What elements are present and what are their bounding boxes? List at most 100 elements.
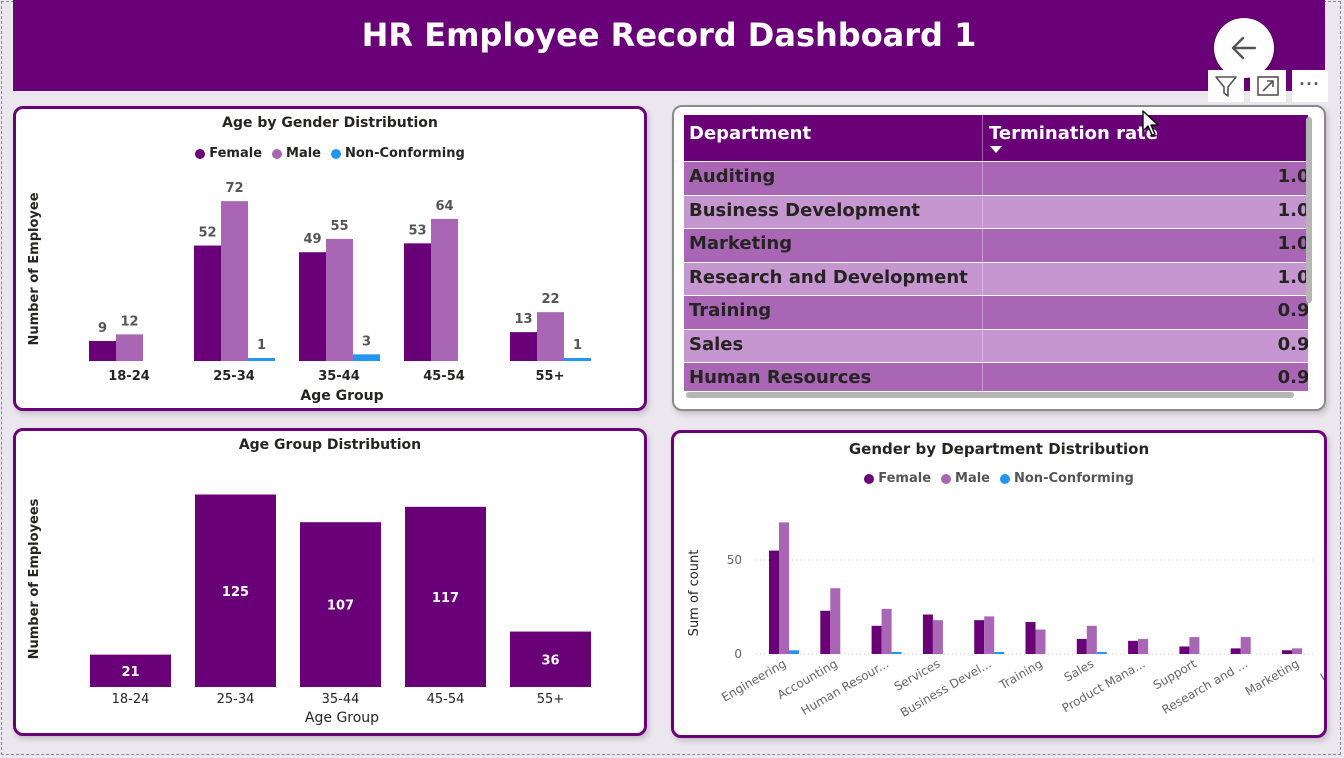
bar-male: [1240, 637, 1251, 654]
filter-button[interactable]: [1208, 70, 1244, 102]
bar-male: [116, 334, 143, 361]
table-row[interactable]: Human Resources 0.95: [684, 362, 1308, 391]
table-row[interactable]: Training 0.97: [684, 295, 1308, 329]
cell-department: Research and Development: [689, 266, 968, 288]
bar-female: [1230, 648, 1241, 654]
bar-female: [871, 625, 882, 654]
bar-female: [194, 245, 221, 361]
data-label: 49: [303, 232, 321, 247]
column-divider: [982, 162, 983, 195]
x-tick-label: 35-44: [318, 369, 360, 384]
bar-male: [431, 218, 458, 361]
column-divider: [982, 229, 983, 262]
column-divider: [982, 195, 983, 228]
data-label: 22: [541, 292, 559, 307]
x-axis-label: Age Group: [305, 710, 379, 726]
bar-female: [769, 550, 779, 654]
data-label: 36: [541, 653, 559, 668]
cell-termination-rate: 0.96: [1277, 333, 1308, 355]
cell-termination-rate: 1.00: [1277, 166, 1308, 187]
data-label: 1: [257, 338, 266, 353]
legend-non-conforming[interactable]: Non-Conforming: [1000, 471, 1134, 486]
column-header-department[interactable]: Department: [689, 123, 812, 144]
column-divider: [982, 296, 983, 329]
data-label: 52: [198, 226, 216, 241]
x-tick-label: Legal: [1318, 656, 1324, 684]
data-label: 64: [435, 199, 453, 214]
bar-male: [1189, 637, 1200, 654]
table-row[interactable]: Marketing 1.00: [684, 228, 1308, 262]
bar-male: [932, 620, 943, 654]
x-tick-label: Sales: [1062, 656, 1097, 684]
termination-table[interactable]: Department Termination rate Auditing 1.00…: [684, 115, 1308, 391]
bar-male: [326, 238, 353, 361]
bar-non-conforming: [994, 652, 1005, 654]
legend-female[interactable]: Female: [195, 146, 262, 161]
bar-female: [1076, 638, 1087, 654]
x-tick-label: Training: [996, 656, 1045, 692]
bar-female: [1025, 622, 1036, 654]
cell-department: Auditing: [689, 166, 776, 187]
legend-male[interactable]: Male: [272, 146, 321, 161]
cell-termination-rate: 1.00: [1277, 199, 1308, 221]
bar-non-conforming: [789, 650, 799, 654]
bar-male: [881, 608, 892, 654]
y-tick-label: 0: [734, 647, 742, 661]
bar-male: [984, 616, 995, 654]
bar: [195, 494, 276, 687]
x-tick-label: Business Devel...: [898, 656, 994, 719]
data-label: 125: [222, 585, 249, 600]
bar-male: [1292, 648, 1302, 654]
bar-male: [830, 588, 841, 654]
more-options-icon: ···: [1299, 73, 1321, 94]
horizontal-scrollbar[interactable]: [686, 392, 1294, 398]
age-gender-card[interactable]: Age by Gender Distribution Female Male N…: [13, 106, 647, 411]
x-tick-label: Human Resour...: [799, 656, 892, 717]
cell-department: Human Resources: [689, 367, 872, 388]
chart-legend: Female Male Non-Conforming: [674, 471, 1324, 486]
bar-non-conforming: [248, 358, 275, 361]
more-options-button[interactable]: ···: [1292, 70, 1328, 102]
termination-table-card[interactable]: Department Termination rate Auditing 1.00…: [672, 105, 1326, 411]
bar-male: [1138, 638, 1149, 654]
legend-non-conforming[interactable]: Non-Conforming: [331, 146, 465, 161]
table-row[interactable]: Sales 0.96: [684, 328, 1308, 362]
table-row[interactable]: Research and Development 1.00: [684, 261, 1308, 295]
bar-female: [299, 252, 326, 361]
focus-mode-icon: [1257, 76, 1279, 96]
bar-male: [779, 522, 789, 654]
bar-female: [89, 341, 116, 361]
x-tick-label: 55+: [536, 369, 565, 384]
mouse-cursor-icon: [1142, 110, 1159, 136]
table-row[interactable]: Business Development 1.00: [684, 194, 1308, 228]
bar-male: [221, 201, 248, 361]
arrow-left-icon: [1231, 36, 1257, 60]
data-label: 1: [573, 338, 582, 353]
data-label: 72: [225, 181, 243, 196]
gender-dept-chart: Sum of count050EngineeringAccountingHuma…: [687, 522, 1324, 720]
age-group-card[interactable]: Age Group Distribution Number of Employe…: [13, 428, 647, 736]
x-tick-label: 55+: [537, 692, 564, 707]
x-tick-label: Marketing: [1243, 656, 1302, 698]
legend-female[interactable]: Female: [864, 471, 931, 486]
data-label: 107: [327, 599, 354, 614]
page-title: HR Employee Record Dashboard 1: [361, 16, 977, 54]
bar-female: [974, 620, 985, 654]
column-header-termination-rate[interactable]: Termination rate: [989, 123, 1158, 144]
x-tick-label: Research and ...: [1159, 656, 1250, 716]
x-tick-label: 25-34: [217, 692, 255, 707]
back-button[interactable]: [1214, 18, 1274, 78]
legend-male[interactable]: Male: [941, 471, 990, 486]
bar-male: [1086, 625, 1097, 654]
chart-title: Age Group Distribution: [238, 437, 422, 453]
table-row[interactable]: Auditing 1.00: [684, 161, 1308, 195]
cell-department: Marketing: [689, 233, 793, 254]
data-label: 12: [120, 314, 138, 329]
bar: [510, 631, 591, 687]
chart-title: Age by Gender Distribution: [222, 115, 438, 131]
vertical-scrollbar[interactable]: [1306, 117, 1312, 303]
gender-dept-card[interactable]: Gender by Department Distribution Female…: [671, 430, 1327, 738]
age-group-chart: Number of Employees Age Group 21 18-24 125 25…: [27, 494, 591, 726]
focus-mode-button[interactable]: [1250, 70, 1286, 102]
bar-female: [1179, 646, 1190, 654]
